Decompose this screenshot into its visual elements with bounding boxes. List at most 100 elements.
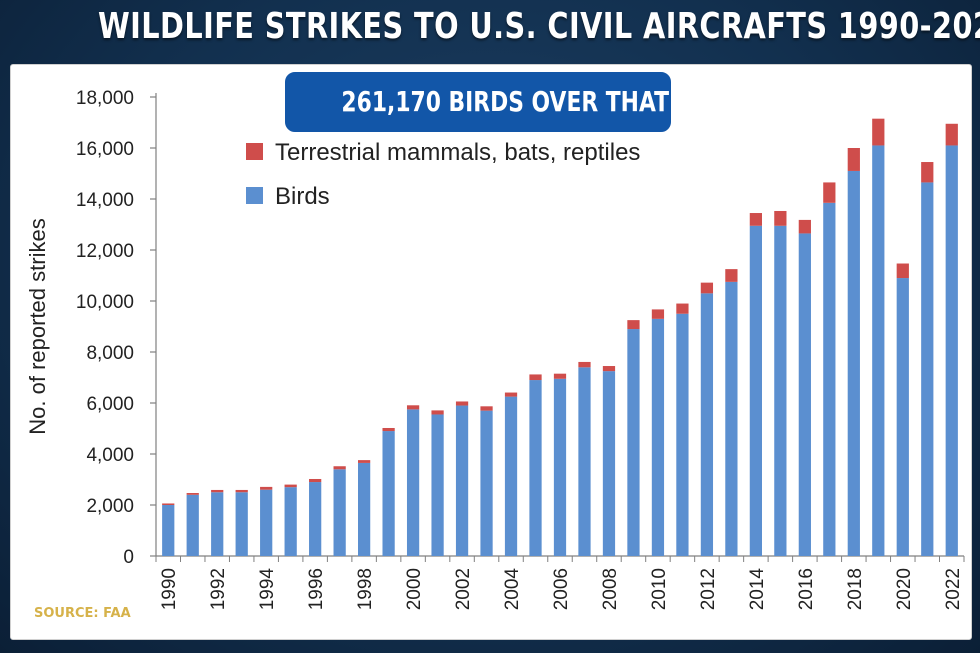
bar-mammals-2011 xyxy=(676,303,689,314)
bar-mammals-2021 xyxy=(921,162,934,183)
bar-birds-1999 xyxy=(382,431,395,556)
bar-mammals-2016 xyxy=(798,219,811,234)
bar-mammals-1992 xyxy=(211,489,224,493)
y-tick-label: 8,000 xyxy=(86,343,134,364)
bar-birds-2001 xyxy=(431,414,444,556)
bar-birds-1994 xyxy=(260,489,273,556)
bar-mammals-1993 xyxy=(235,489,248,493)
x-tick-label: 2008 xyxy=(600,568,621,610)
bar-mammals-1997 xyxy=(333,466,346,470)
subtitle-banner: 261,170 BIRDS OVER THAT SPAN xyxy=(283,70,742,134)
bar-birds-2013 xyxy=(725,281,738,556)
bar-birds-2021 xyxy=(921,182,934,557)
x-tick-label: 2020 xyxy=(894,568,915,610)
x-tick-label: 2010 xyxy=(649,568,670,610)
bar-mammals-1991 xyxy=(186,493,199,495)
x-tick-label: 1994 xyxy=(257,568,278,611)
x-tick-label: 1990 xyxy=(159,568,180,610)
bar-mammals-2006 xyxy=(553,373,567,379)
bar-mammals-2018 xyxy=(847,148,860,171)
bar-birds-1998 xyxy=(358,462,371,556)
bar-birds-2000 xyxy=(406,409,420,556)
legend-swatch-birds xyxy=(246,187,263,204)
headline-title: WILDLIFE STRIKES TO U.S. CIVIL AIRCRAFTS… xyxy=(98,6,980,47)
bar-mammals-1994 xyxy=(260,486,273,490)
bar-mammals-1996 xyxy=(309,478,322,483)
bar-mammals-2005 xyxy=(529,374,542,381)
bar-birds-2004 xyxy=(504,396,518,556)
x-tick-label: 2016 xyxy=(796,568,817,610)
bar-birds-1993 xyxy=(235,492,248,556)
bar-mammals-2008 xyxy=(602,366,616,372)
bar-birds-1995 xyxy=(284,487,297,556)
bar-mammals-2012 xyxy=(700,282,714,294)
bar-mammals-1995 xyxy=(284,484,297,488)
bar-birds-2019 xyxy=(872,145,885,556)
bar-birds-2014 xyxy=(749,225,762,556)
bar-birds-2010 xyxy=(651,318,665,556)
y-tick-label: 16,000 xyxy=(76,139,134,160)
bar-mammals-2013 xyxy=(725,269,738,282)
y-tick-label: 0 xyxy=(123,547,134,568)
bar-birds-2016 xyxy=(798,233,811,557)
bar-mammals-2014 xyxy=(749,213,762,226)
bar-birds-2011 xyxy=(676,313,689,556)
x-tick-label: 2012 xyxy=(698,568,719,610)
x-tick-label: 2022 xyxy=(943,568,964,610)
bar-mammals-2007 xyxy=(578,361,591,368)
bar-birds-1992 xyxy=(211,492,224,556)
bar-birds-1990 xyxy=(162,505,175,556)
bar-birds-2002 xyxy=(455,405,469,556)
y-tick-label: 6,000 xyxy=(86,394,134,415)
bar-mammals-1998 xyxy=(358,460,371,463)
bar-mammals-2020 xyxy=(896,263,909,279)
x-tick-label: 2014 xyxy=(747,568,768,611)
bar-birds-2022 xyxy=(945,145,958,556)
x-tick-label: 1996 xyxy=(306,568,327,610)
y-tick-label: 14,000 xyxy=(76,190,134,211)
legend-label-mammals: Terrestrial mammals, bats, reptiles xyxy=(275,139,640,166)
y-tick-label: 2,000 xyxy=(86,496,134,517)
bar-birds-2006 xyxy=(553,378,567,556)
legend-label-birds: Birds xyxy=(275,183,330,210)
y-tick-label: 4,000 xyxy=(86,445,134,466)
bar-birds-2009 xyxy=(627,329,640,556)
y-tick-label: 10,000 xyxy=(76,292,134,313)
bar-birds-2003 xyxy=(480,410,493,556)
bar-birds-2015 xyxy=(774,225,787,556)
bar-mammals-2001 xyxy=(431,410,444,415)
bar-birds-2008 xyxy=(602,371,616,556)
y-tick-label: 18,000 xyxy=(76,88,134,109)
bar-mammals-2003 xyxy=(480,406,493,411)
bar-birds-2012 xyxy=(700,293,714,556)
source-credit: SOURCE: FAA xyxy=(34,606,131,621)
y-axis-title: No. of reported strikes xyxy=(25,218,50,434)
bar-birds-2018 xyxy=(847,170,860,556)
bar-mammals-2010 xyxy=(651,309,665,319)
bar-birds-1996 xyxy=(309,482,322,556)
bar-mammals-2015 xyxy=(774,210,787,226)
bar-mammals-2017 xyxy=(823,182,836,203)
bar-mammals-1990 xyxy=(162,503,175,505)
bar-birds-2017 xyxy=(823,202,836,556)
x-tick-label: 2004 xyxy=(502,568,523,611)
bar-mammals-2022 xyxy=(945,123,958,146)
bar-mammals-1999 xyxy=(382,427,395,432)
x-tick-label: 1998 xyxy=(355,568,376,610)
bar-birds-2020 xyxy=(896,278,909,556)
x-tick-label: 2002 xyxy=(453,568,474,610)
x-tick-label: 2018 xyxy=(845,568,866,610)
bar-birds-2005 xyxy=(529,380,542,556)
bar-mammals-2000 xyxy=(406,405,420,410)
bar-mammals-2002 xyxy=(455,401,469,406)
bar-mammals-2009 xyxy=(627,320,640,330)
bar-mammals-2019 xyxy=(872,118,885,146)
bar-mammals-2004 xyxy=(504,392,518,397)
subtitle-text: 261,170 BIRDS OVER THAT SPAN xyxy=(341,85,742,118)
bar-birds-2007 xyxy=(578,367,591,556)
x-tick-label: 2000 xyxy=(404,568,425,610)
x-tick-label: 1992 xyxy=(208,568,229,610)
bar-birds-1997 xyxy=(333,469,346,556)
y-tick-label: 12,000 xyxy=(76,241,134,262)
